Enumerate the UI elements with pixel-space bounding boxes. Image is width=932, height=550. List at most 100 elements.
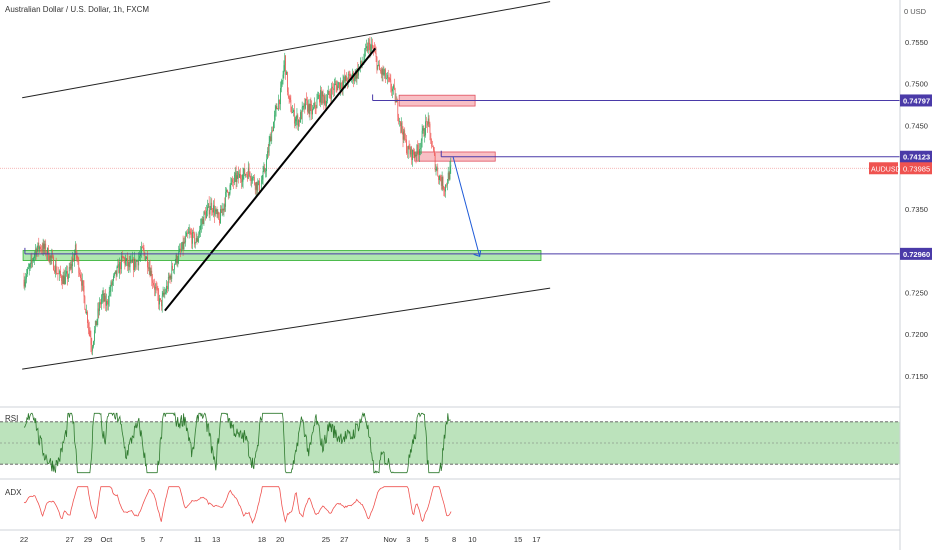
candle-body: [401, 122, 403, 132]
candle-body: [255, 182, 257, 190]
candle-body: [328, 91, 330, 95]
candle-body: [316, 99, 318, 108]
candle: [397, 98, 399, 122]
x-tick-label: 8: [452, 535, 456, 544]
candle: [341, 80, 343, 95]
candle-body: [176, 254, 178, 264]
candle: [290, 95, 292, 113]
candle-body: [285, 55, 286, 75]
candle: [280, 78, 282, 93]
candle: [193, 227, 194, 239]
candle-body: [182, 242, 184, 250]
candle-body: [225, 192, 227, 207]
candle: [55, 257, 57, 275]
candle: [275, 103, 277, 117]
candle-body: [309, 103, 311, 115]
candle: [269, 133, 271, 147]
candle-body: [92, 346, 94, 351]
trend-line: [164, 47, 377, 312]
x-tick-label: 7: [159, 535, 163, 544]
candle-body: [215, 209, 217, 212]
candle: [74, 249, 75, 267]
candle: [337, 81, 339, 91]
candle-body: [74, 253, 75, 261]
candle-body: [178, 251, 180, 261]
candle: [81, 272, 82, 292]
candle-body: [166, 285, 167, 293]
candle-body: [417, 145, 419, 150]
candle: [334, 77, 336, 86]
candle: [41, 242, 43, 255]
candle: [91, 337, 93, 355]
candle: [306, 92, 307, 106]
candle-body: [123, 257, 125, 259]
candle-body: [115, 270, 117, 276]
candle: [411, 145, 413, 165]
candle: [88, 321, 90, 337]
candle: [338, 81, 340, 89]
candle-body: [282, 74, 284, 81]
candle-body: [352, 72, 353, 78]
candle: [116, 265, 118, 278]
candle-body: [221, 209, 223, 213]
candle-body: [247, 174, 248, 179]
candle: [417, 140, 419, 155]
candle-body: [383, 72, 385, 75]
candle-body: [256, 182, 258, 191]
candle-body: [144, 252, 146, 260]
candle: [353, 70, 354, 88]
candle: [181, 241, 183, 251]
candle: [165, 288, 167, 295]
candle: [199, 225, 200, 238]
candle: [39, 245, 40, 253]
candle-body: [332, 86, 333, 89]
candle-body: [194, 242, 196, 245]
candle-body: [158, 294, 160, 305]
candle: [126, 257, 127, 267]
candle-body: [23, 279, 25, 287]
candle: [272, 126, 273, 133]
candle-body: [368, 42, 370, 44]
candle-body: [231, 179, 233, 183]
candle: [320, 86, 322, 105]
candle: [208, 196, 210, 219]
candle: [61, 274, 62, 286]
candle-body: [224, 204, 226, 207]
candle: [319, 93, 320, 106]
candle: [325, 94, 326, 110]
candle-body: [310, 103, 312, 106]
candle-body: [208, 203, 210, 215]
candle: [367, 42, 368, 53]
candle-body: [398, 116, 399, 122]
candle-body: [66, 271, 67, 274]
candle: [63, 268, 65, 286]
candle-body: [201, 219, 203, 225]
candle: [166, 280, 167, 295]
candle-body: [341, 87, 343, 89]
candle: [381, 67, 383, 82]
candle-body: [374, 50, 376, 53]
candle-body: [73, 258, 74, 261]
candle: [285, 55, 286, 80]
candle-body: [428, 118, 430, 124]
candle: [36, 245, 38, 257]
candle: [89, 327, 91, 338]
candle: [182, 235, 184, 256]
candle-body: [108, 292, 110, 303]
candle-body: [49, 255, 51, 262]
candle: [87, 319, 89, 335]
candle: [164, 286, 166, 299]
candle: [385, 67, 386, 83]
candle: [426, 121, 428, 133]
candle-body: [194, 233, 195, 245]
candle-body: [60, 270, 61, 276]
candle-body: [198, 234, 200, 239]
candle: [431, 138, 433, 149]
candle-body: [141, 247, 143, 248]
candle-body: [102, 293, 104, 296]
candle-body: [284, 55, 286, 66]
candle: [115, 270, 117, 281]
candle-body: [233, 182, 234, 183]
candle: [58, 266, 60, 275]
